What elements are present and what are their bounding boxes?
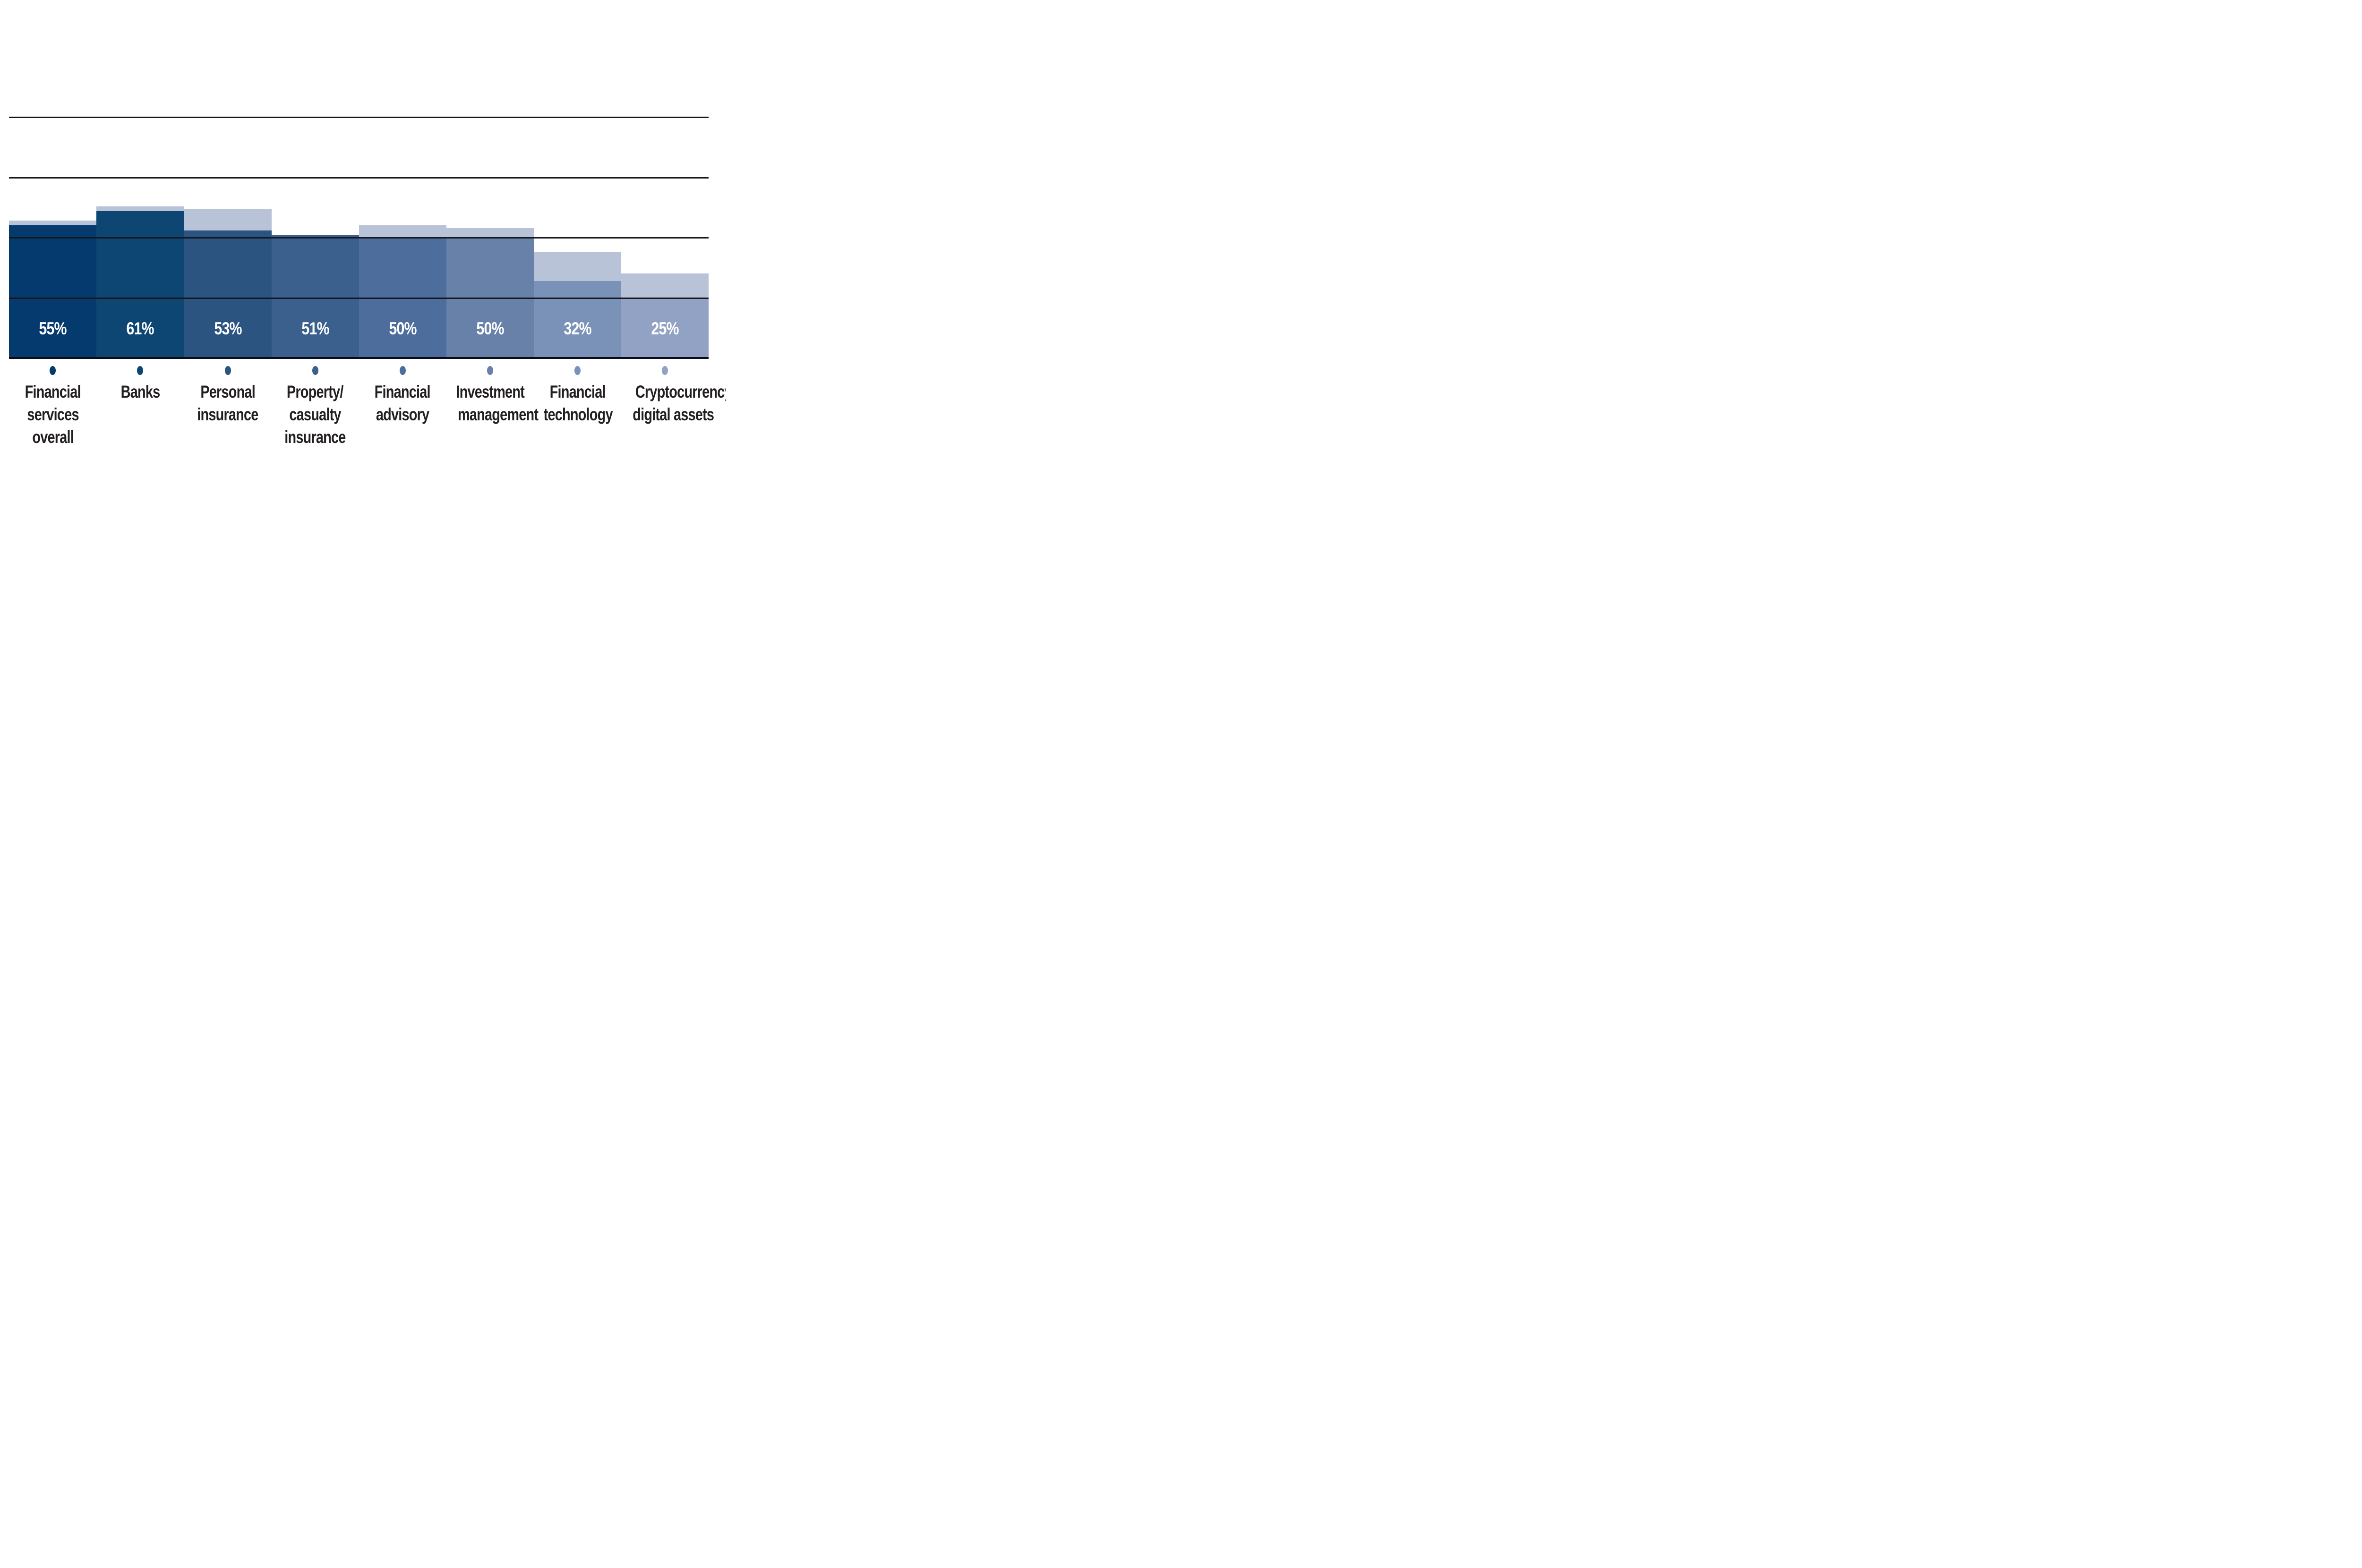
category-label-text: Cryptocurrency/ [635,382,726,401]
category-label-line: technology [534,403,621,426]
gridline-25pct [9,298,709,299]
value-bar [621,298,709,358]
category-dot [399,366,406,375]
plot-area: 55% Financial services overall 61% Banks 53% Pe… [0,0,726,453]
gridline-50pct [9,237,709,239]
category-label-line: Financial [359,381,446,403]
bar-value-text: 61% [126,319,154,338]
category-label-line: digital assets [621,403,714,426]
trust-bar-chart: 55% Financial services overall 61% Banks 53% Pe… [0,0,726,453]
bar-value-text: 51% [301,319,329,338]
category-label: Financial technology [534,381,621,426]
category-dot [137,366,144,375]
category-dot [312,366,318,375]
category-label: Financial advisory [359,381,446,426]
category-label-text: Banks [120,382,161,401]
category-label-text: management [457,405,539,424]
bar-value-text: 25% [651,319,679,338]
category-dot [50,366,56,375]
bar-value-label: 55% [9,316,96,341]
category-label-line: overall [9,426,96,449]
bar-value-text: 55% [39,319,67,338]
category-label-text: Investment [456,382,524,401]
bar-value-text: 53% [214,319,242,338]
category-label-line: insurance [272,426,359,449]
category-label-line: advisory [359,403,446,426]
category-label-text: Financial [549,382,606,401]
category-label: Personal insurance [184,381,272,426]
category-label-line: Property/ [272,381,359,403]
value-bar [533,281,621,358]
category-label-text: casualty [289,405,341,424]
category-label-text: overall [32,427,74,447]
gridline-100pct [9,117,709,118]
category-label-text: technology [543,405,613,424]
category-label: Banks [96,381,184,403]
category-dot [224,366,231,375]
category-label-line: Investment [446,381,534,403]
category-dot [574,366,581,375]
category-label-text: digital assets [633,405,714,424]
value-bar [271,235,359,358]
category-label-line: Cryptocurrency/ [621,381,726,403]
bar-value-label: 51% [272,316,359,341]
category-label-line: services [9,403,96,426]
bar-value-label: 50% [446,316,534,341]
category-label-text: services [27,405,79,424]
gridline-75pct [9,177,709,179]
bar-value-text: 50% [389,319,417,338]
category-label-text: insurance [197,405,258,424]
category-label-text: Financial [375,382,431,401]
x-axis-line [9,357,709,359]
bar-value-label: 53% [184,316,272,341]
category-label-line: casualty [272,403,359,426]
value-bar [9,225,97,358]
category-label-line: management [446,403,539,426]
bar-value-text: 32% [564,319,591,338]
category-label-line: Financial [534,381,621,403]
category-label-text: Property/ [287,382,343,401]
bar-value-label: 32% [534,316,621,341]
category-label-line: insurance [184,403,272,426]
category-label-line: Financial [9,381,96,403]
category-label: Investment management [446,381,539,426]
category-label: Property/casualty insurance [272,381,359,449]
bar-value-label: 50% [359,316,446,341]
value-bar [184,230,272,358]
bar-value-label: 25% [621,316,709,341]
category-label: Financial services overall [9,381,96,449]
category-label-line: Personal [184,381,272,403]
bar-value-text: 50% [476,319,504,338]
category-label: Cryptocurrency/digital assets [621,381,726,426]
category-label-text: Personal [200,382,255,401]
category-dot [661,366,668,375]
category-label-line: Banks [96,381,184,403]
category-label-text: Financial [25,382,81,401]
category-label-text: insurance [284,427,346,447]
bar-value-label: 61% [96,316,184,341]
category-label-text: advisory [376,405,429,424]
category-dot [487,366,493,375]
value-bar [96,211,184,358]
